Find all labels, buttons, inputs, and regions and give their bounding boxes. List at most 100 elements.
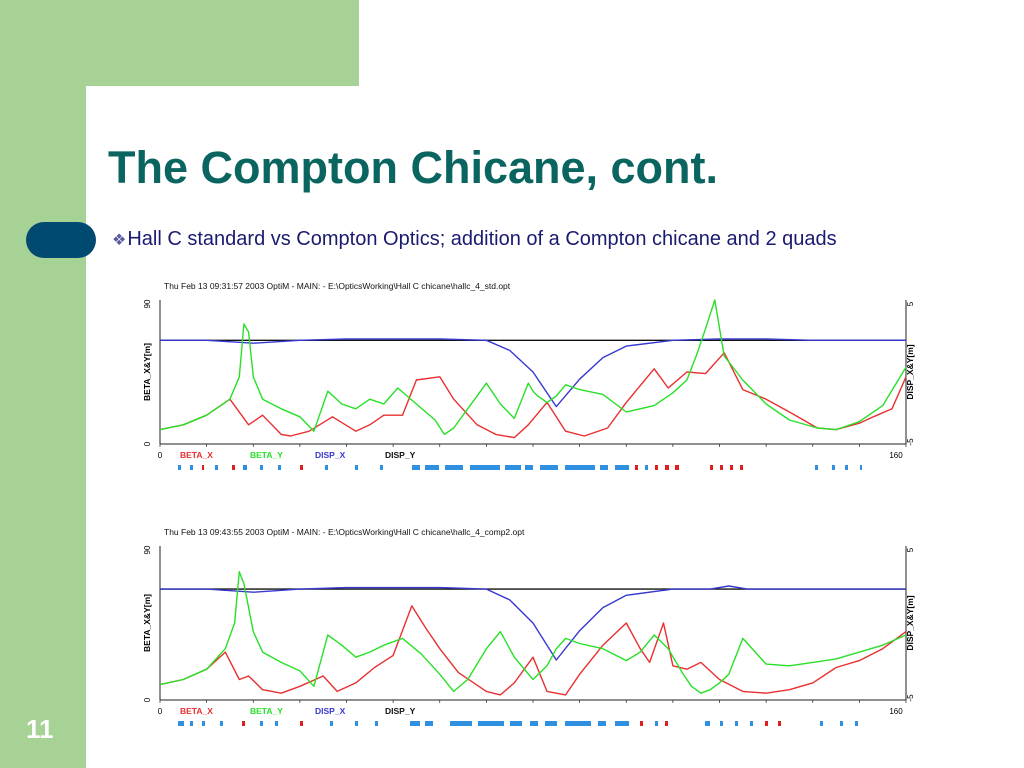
- beamline-element: [425, 721, 433, 726]
- beamline-element: [450, 721, 472, 726]
- beamline-element: [190, 721, 193, 726]
- beamline-element: [505, 465, 521, 470]
- beamline-element: [202, 721, 205, 726]
- beamline-element: [260, 465, 263, 470]
- beamline-element: [720, 721, 723, 726]
- beamline-element: [445, 465, 463, 470]
- series-line-beta-x: [159, 352, 907, 439]
- beamline-element: [750, 721, 753, 726]
- beamline-element: [765, 721, 768, 726]
- y-axis-label: BETA_X&Y[m]: [142, 343, 152, 401]
- beamline-element: [300, 465, 303, 470]
- beamline-element: [565, 721, 591, 726]
- beamline-element: [735, 721, 738, 726]
- y-axis-label: BETA_X&Y[m]: [142, 594, 152, 652]
- y2-axis-label: DISP_X&Y[m]: [905, 344, 915, 399]
- bullet-text: Hall C standard vs Compton Optics; addit…: [127, 228, 837, 250]
- legend-beta-x: BETA_X: [180, 706, 213, 716]
- beamline-element: [470, 465, 500, 470]
- y2-tick-label-max: 5: [906, 301, 915, 306]
- plot-header: Thu Feb 13 09:43:55 2003 OptiM - MAIN: -…: [164, 527, 525, 537]
- legend-beta-y: BETA_Y: [250, 450, 283, 460]
- y-tick-label-min: 0: [143, 697, 152, 702]
- bullet-accent-pill: [26, 222, 96, 258]
- beamline-element: [425, 465, 439, 470]
- series-line-beta-x: [159, 605, 907, 696]
- legend-disp-y: DISP_Y: [385, 706, 416, 716]
- slide-number: 11: [26, 714, 54, 744]
- beamline-element: [635, 465, 638, 470]
- beamline-element: [640, 721, 643, 726]
- y2-tick-label-min: -5: [906, 438, 915, 446]
- beamline-element: [860, 465, 862, 470]
- diamond-bullet-icon: ❖: [112, 232, 127, 249]
- beamline-element: [330, 721, 333, 726]
- beamline-element: [540, 465, 558, 470]
- legend-disp-x: DISP_X: [315, 706, 346, 716]
- beamline-element: [615, 721, 629, 726]
- beamline-element: [565, 465, 595, 470]
- beamline-element: [675, 465, 679, 470]
- beamline-element: [260, 721, 263, 726]
- beamline-element: [615, 465, 629, 470]
- series-line-beta-y: [159, 571, 907, 694]
- beamline-element: [645, 465, 648, 470]
- beamline-element: [598, 721, 606, 726]
- beamline-element: [355, 721, 358, 726]
- beamline-element: [525, 465, 533, 470]
- x-tick-label-max: 160: [889, 451, 903, 460]
- beamline-element: [655, 465, 658, 470]
- beamline-element: [178, 465, 181, 470]
- legend-disp-y: DISP_Y: [385, 450, 416, 460]
- series-line-disp-x: [160, 585, 906, 661]
- bullet-item: ❖Hall C standard vs Compton Optics; addi…: [112, 228, 837, 251]
- legend-beta-y: BETA_Y: [250, 706, 283, 716]
- beamline-element: [410, 721, 420, 726]
- beamline-element: [820, 721, 823, 726]
- series-line-beta-y: [159, 299, 907, 436]
- beamline-element: [355, 465, 358, 470]
- beamline-element: [855, 721, 858, 726]
- beamline-element: [232, 465, 235, 470]
- beamline-element: [740, 465, 743, 470]
- beamline-element: [202, 465, 204, 470]
- legend-disp-x: DISP_X: [315, 450, 346, 460]
- x-tick-label-max: 160: [889, 707, 903, 716]
- beamline-element: [655, 721, 658, 726]
- beamline-element: [380, 465, 383, 470]
- series-line-disp-x: [160, 338, 906, 408]
- y2-tick-label-min: -5: [906, 694, 915, 702]
- legend-beta-x: BETA_X: [180, 450, 213, 460]
- beamline-element: [545, 721, 557, 726]
- x-tick-label-min: 0: [158, 707, 163, 716]
- content-panel: [86, 86, 1024, 768]
- beamline-element: [530, 721, 538, 726]
- beamline-element: [815, 465, 818, 470]
- beamline-element: [478, 721, 504, 726]
- beamline-element: [243, 465, 247, 470]
- beamline-element: [710, 465, 713, 470]
- beamline-element: [242, 721, 245, 726]
- y-tick-label-max: 90: [143, 299, 152, 308]
- beamline-element: [600, 465, 608, 470]
- y2-tick-label-max: 5: [906, 547, 915, 552]
- beamline-element: [325, 465, 328, 470]
- beamline-element: [705, 721, 710, 726]
- beamline-element: [730, 465, 733, 470]
- beamline-element: [510, 721, 522, 726]
- x-tick-label-min: 0: [158, 451, 163, 460]
- beamline-element: [215, 465, 218, 470]
- y-tick-label-min: 0: [143, 441, 152, 446]
- beamline-element: [845, 465, 848, 470]
- beamline-element: [220, 721, 223, 726]
- beamline-element: [665, 465, 669, 470]
- optics-plot-compton: Thu Feb 13 09:43:55 2003 OptiM - MAIN: -…: [142, 527, 915, 726]
- beamline-element: [300, 721, 303, 726]
- plot-header: Thu Feb 13 09:31:57 2003 OptiM - MAIN: -…: [164, 281, 511, 291]
- beamline-element: [278, 465, 281, 470]
- beamline-element: [832, 465, 835, 470]
- beamline-element: [178, 721, 184, 726]
- beamline-element: [275, 721, 278, 726]
- beamline-element: [412, 465, 420, 470]
- y-tick-label-max: 90: [143, 545, 152, 554]
